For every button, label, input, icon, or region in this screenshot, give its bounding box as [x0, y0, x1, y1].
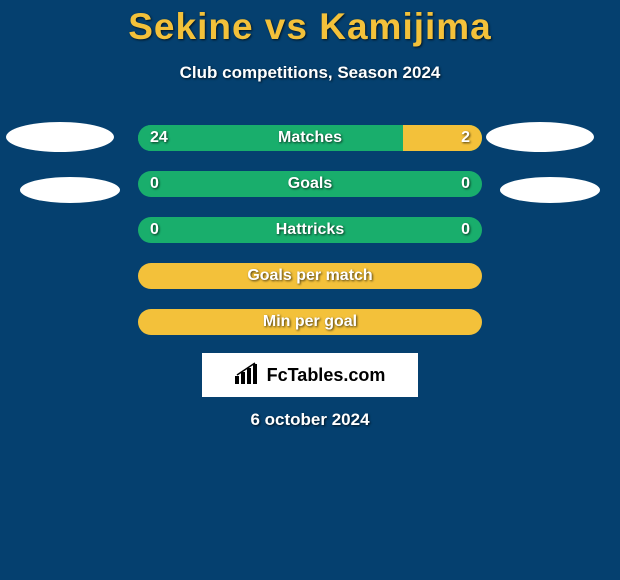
date-label: 6 october 2024: [0, 410, 620, 430]
stat-row-label: Goals per match: [138, 263, 482, 289]
stat-row-value-left: 0: [150, 171, 159, 197]
player-left-avatar-placeholder: [6, 122, 114, 152]
player-left-shadow: [20, 177, 120, 203]
stat-row: Goals0 0: [138, 171, 482, 197]
source-logo-box: FcTables.com: [202, 353, 418, 397]
stat-row-value-left: 0: [150, 217, 159, 243]
player-right-avatar-placeholder: [486, 122, 594, 152]
stat-row: Matches24 2: [138, 125, 482, 151]
stat-row: Goals per match: [138, 263, 482, 289]
page-title: Sekine vs Kamijima: [0, 6, 620, 48]
stat-row-label: Min per goal: [138, 309, 482, 335]
stat-row-label: Matches: [138, 125, 482, 151]
stat-row-value-right: 2: [461, 125, 470, 151]
source-logo-text: FcTables.com: [267, 365, 386, 386]
stat-row-value-right: 0: [461, 217, 470, 243]
stat-row-value-right: 0: [461, 171, 470, 197]
stat-row-label: Goals: [138, 171, 482, 197]
stats-comparison-card: Sekine vs Kamijima Club competitions, Se…: [0, 0, 620, 580]
player-right-shadow: [500, 177, 600, 203]
subtitle: Club competitions, Season 2024: [0, 63, 620, 83]
chart-icon: [235, 362, 261, 389]
stat-row-label: Hattricks: [138, 217, 482, 243]
stat-row: Hattricks0 0: [138, 217, 482, 243]
stat-row-value-left: 24: [150, 125, 168, 151]
stat-row: Min per goal: [138, 309, 482, 335]
